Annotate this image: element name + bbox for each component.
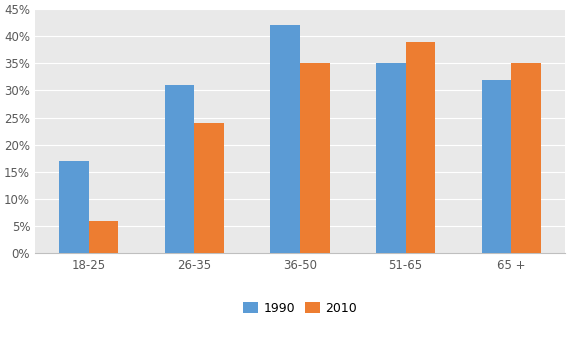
- Bar: [511, 64, 541, 253]
- Bar: [270, 25, 300, 253]
- Bar: [300, 64, 329, 253]
- Bar: [165, 85, 194, 253]
- Bar: [406, 42, 435, 253]
- Bar: [376, 64, 406, 253]
- Bar: [194, 123, 224, 253]
- Bar: [481, 80, 511, 253]
- Bar: [89, 221, 118, 253]
- Legend: 1990, 2010: 1990, 2010: [238, 297, 362, 320]
- Bar: [59, 161, 89, 253]
